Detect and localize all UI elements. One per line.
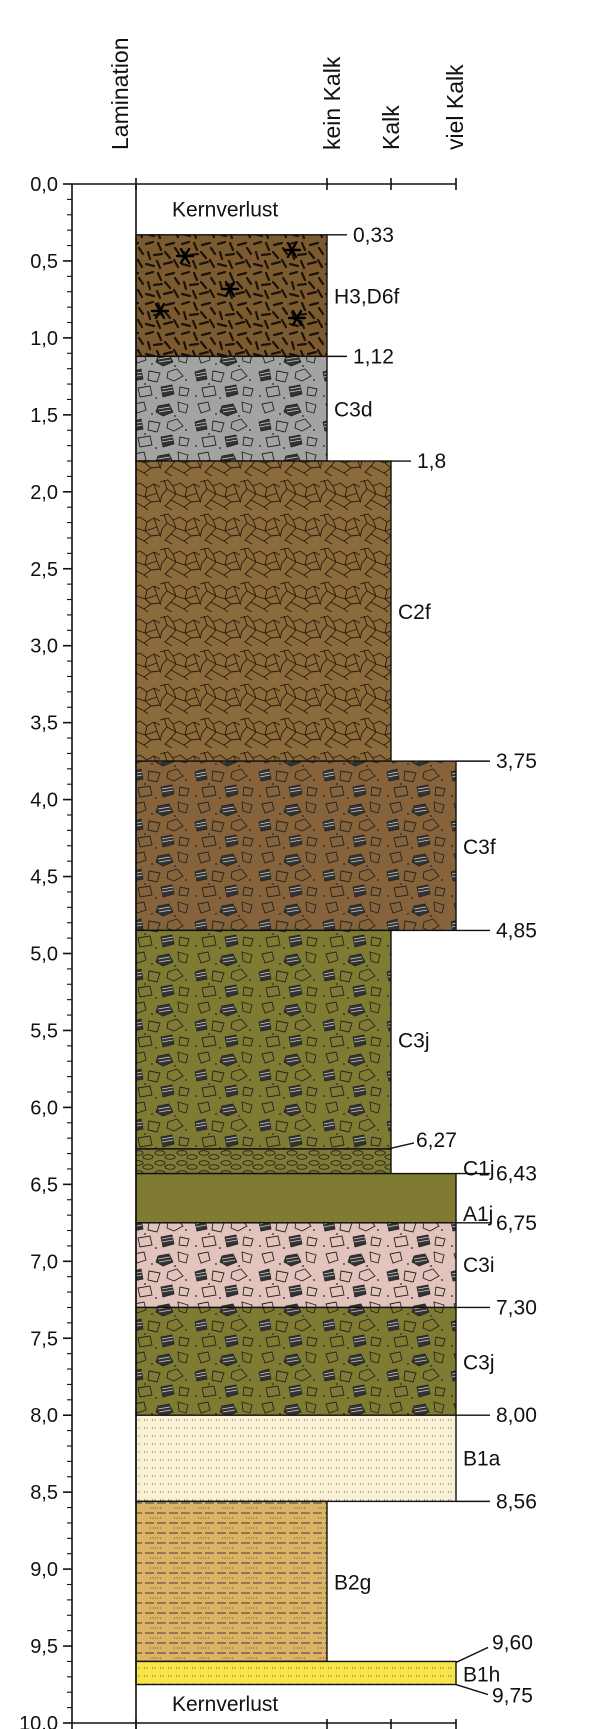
layer-pattern-h3d6f: [136, 234, 327, 357]
layer-pattern-b1h: [136, 1661, 456, 1685]
depth-axis: 0,0 0,5 1,0 1,5 2,0 2,5 3,0 3,5 4,0 4,5 5,0 5,5 6,0 6…: [19, 174, 457, 1729]
leader-5: [387, 1142, 415, 1150]
leader-12: [455, 1683, 489, 1696]
layer-label-kernverlust-bottom: Kernverlust: [172, 1693, 278, 1716]
boundary-depth-label: 0,33: [353, 224, 394, 247]
header-lamination: Lamination: [107, 37, 133, 150]
layer-pattern-c3d: [136, 356, 327, 462]
boundary-depth-label: 9,60: [492, 1631, 533, 1654]
boundary-depth-label: 1,8: [417, 450, 446, 473]
boundary-depth-label: 6,75: [496, 1212, 537, 1235]
depth-tick-label: 9,0: [30, 1559, 58, 1581]
boundary-depth-label: 6,43: [496, 1163, 537, 1186]
depth-tick-label: 10,0: [19, 1713, 58, 1729]
depth-tick-label: 2,5: [30, 559, 58, 581]
layer-label-c3d: C3d: [334, 399, 373, 422]
peat-star-1: [282, 241, 302, 259]
depth-tick-label: 6,0: [30, 1097, 58, 1119]
layer-label-c1j: C1j: [463, 1158, 495, 1181]
peat-star-0: [175, 247, 195, 265]
boundary-depth-label: 8,56: [496, 1490, 537, 1513]
layer-label-b1h: B1h: [463, 1664, 500, 1687]
layer-label-b2g: B2g: [334, 1571, 371, 1594]
depth-tick-label: 7,5: [30, 1328, 58, 1350]
depth-tick-label: 8,0: [30, 1405, 58, 1427]
leader-11: [455, 1646, 489, 1664]
boundary-depth-label: 8,00: [496, 1404, 537, 1427]
boundary-label-group: Kernverlust H3,D6f C3d C2f C3f C3j C1j A1j C3i C3…: [172, 198, 537, 1715]
layer-pattern-b1a: [136, 1415, 456, 1502]
depth-tick-label: 9,5: [30, 1636, 58, 1658]
layer-label-c3i: C3i: [463, 1254, 495, 1277]
peat-star-4: [287, 309, 307, 327]
layer-pattern-c2f: [136, 461, 391, 762]
layer-pattern-c3i: [136, 1222, 456, 1308]
boundary-depth-label: 7,30: [496, 1296, 537, 1319]
layer-label-kernverlust-top: Kernverlust: [172, 198, 278, 221]
boundary-depth-label: 3,75: [496, 750, 537, 773]
depth-tick-label: 6,5: [30, 1174, 58, 1196]
layer-pattern-c3j-b: [136, 1307, 456, 1416]
layer-label-c3f: C3f: [463, 836, 496, 859]
layer-label-c3j-b: C3j: [463, 1351, 495, 1374]
depth-tick-label: 1,5: [30, 405, 58, 427]
depth-tick-label: 5,5: [30, 1020, 58, 1042]
layer-pattern-c3j-a: [136, 930, 391, 1149]
depth-tick-label: 7,0: [30, 1251, 58, 1273]
layer-pattern-b2g: [136, 1501, 327, 1662]
header-kalk: Kalk: [378, 105, 404, 150]
depth-tick-label: 1,0: [30, 328, 58, 350]
header-viel-kalk: viel Kalk: [442, 64, 468, 150]
boundary-depth-label: 9,75: [492, 1685, 533, 1708]
depth-tick-label: 5,0: [30, 944, 58, 966]
layer-label-c2f: C2f: [398, 601, 431, 624]
boundary-depth-label: 6,27: [416, 1129, 457, 1152]
layer-pattern-c1j: [136, 1148, 391, 1174]
layer-label-a1j: A1j: [463, 1203, 493, 1226]
layer-label-h3d6f: H3,D6f: [334, 286, 400, 309]
depth-tick-label: 8,5: [30, 1482, 58, 1504]
layer-label-c3j-a: C3j: [398, 1030, 430, 1053]
depth-tick-label: 4,5: [30, 867, 58, 889]
header-kein-kalk: kein Kalk: [319, 56, 345, 150]
layer-group: [135, 234, 457, 1686]
depth-tick-label: 2,0: [30, 482, 58, 504]
depth-tick-label: 4,0: [30, 790, 58, 812]
layer-label-b1a: B1a: [463, 1447, 501, 1470]
depth-tick-label: 0,5: [30, 251, 58, 273]
layer-a1j: [136, 1173, 456, 1223]
depth-tick-label: 3,5: [30, 713, 58, 735]
peat-star-3: [150, 302, 170, 320]
peat-star-2: [220, 280, 240, 298]
boundary-depth-label: 1,12: [353, 345, 394, 368]
depth-tick-label: 0,0: [30, 174, 58, 196]
layer-pattern-c3f: [136, 761, 456, 931]
boundary-depth-label: 4,85: [496, 919, 537, 942]
depth-tick-label: 3,0: [30, 636, 58, 658]
